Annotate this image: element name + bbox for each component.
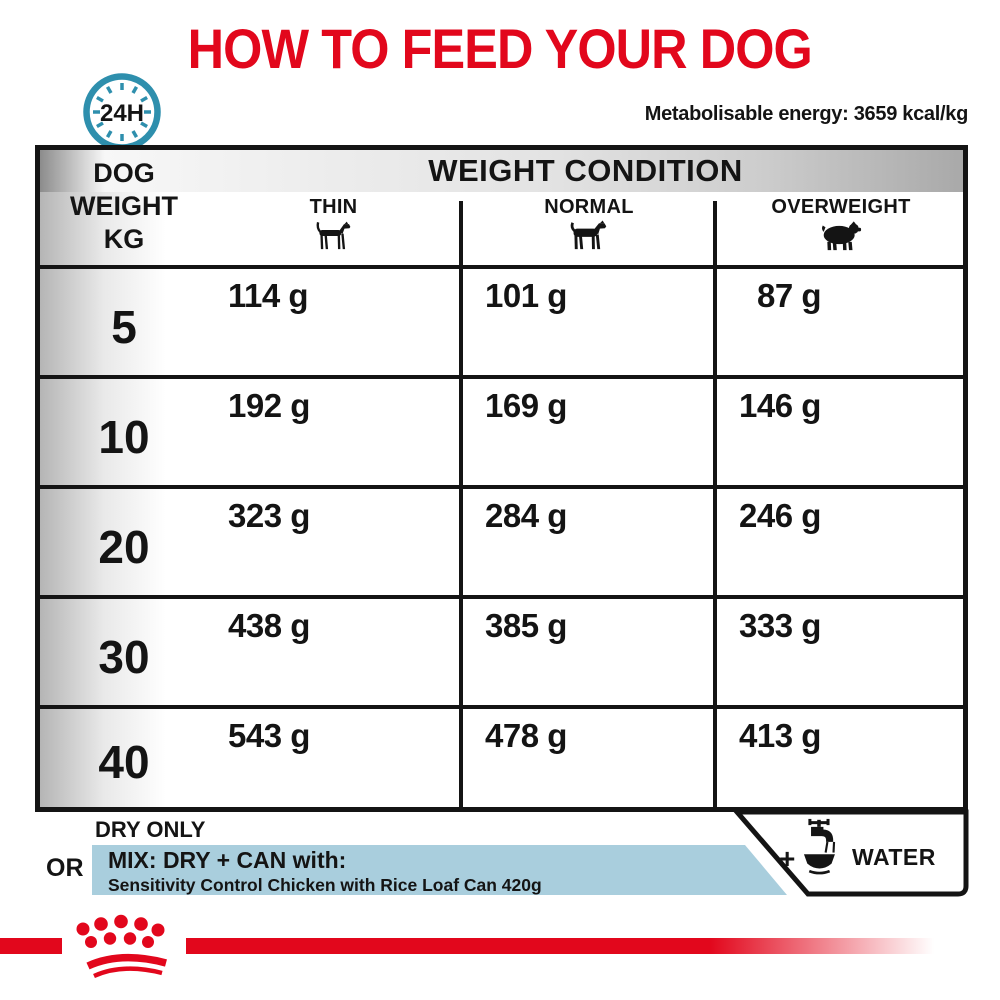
cell-value: 323 g xyxy=(228,497,310,534)
row-divider xyxy=(40,265,963,269)
cell-value: 333 g xyxy=(739,607,821,644)
cell-value: 87 g xyxy=(757,277,822,314)
row-weight-label: 5 xyxy=(111,301,137,353)
column-header-thin: THIN xyxy=(208,196,459,264)
dog-weight-kg-header: DOG WEIGHT KG xyxy=(40,157,208,256)
row-divider xyxy=(40,595,963,599)
water-tap-icon xyxy=(796,818,842,885)
metabolisable-energy-note: Metabolisable energy: 3659 kcal/kg xyxy=(644,103,969,125)
weight-condition-header: WEIGHT CONDITION xyxy=(428,153,743,188)
crown-paw-logo xyxy=(60,902,186,999)
column-header-normal: NORMAL xyxy=(463,196,715,264)
corner-line-weight: WEIGHT xyxy=(70,191,178,221)
page-title-wrap: HOW TO FEED YOUR DOG xyxy=(0,16,1000,81)
thin-label: THIN xyxy=(309,196,358,218)
row-divider xyxy=(40,705,963,709)
corner-line-dog: DOG xyxy=(93,158,155,188)
overweight-label: OVERWEIGHT xyxy=(771,196,911,218)
water-panel xyxy=(728,804,974,902)
table-header-band xyxy=(40,150,963,192)
row-weight-label: 10 xyxy=(98,411,150,463)
cell-value: 478 g xyxy=(485,717,567,754)
or-label: OR xyxy=(46,854,84,882)
row-divider xyxy=(40,375,963,379)
cell-value: 101 g xyxy=(485,277,567,314)
clock-24h-icon: 24H xyxy=(80,70,164,154)
cell-value: 146 g xyxy=(739,387,821,424)
normal-label: NORMAL xyxy=(544,196,634,218)
row-weight-label: 30 xyxy=(98,631,150,683)
row-divider xyxy=(40,485,963,489)
column-divider xyxy=(713,201,717,807)
water-label: WATER xyxy=(852,844,936,870)
cell-value: 284 g xyxy=(485,497,567,534)
row-weight-label: 20 xyxy=(98,521,150,573)
column-divider xyxy=(459,201,463,807)
thin-dog-icon xyxy=(314,220,354,256)
corner-line-kg: KG xyxy=(103,224,145,254)
cell-value: 114 g xyxy=(228,277,309,314)
mix-product-name: Sensitivity Control Chicken with Rice Lo… xyxy=(108,875,542,895)
cell-value: 385 g xyxy=(485,607,567,644)
row-weight-label: 40 xyxy=(98,736,150,788)
overweight-dog-icon xyxy=(820,220,862,256)
brand-bar xyxy=(186,938,934,954)
feeding-table: WEIGHT CONDITION DOG WEIGHT KG THIN NORM… xyxy=(35,145,968,812)
clock-24h-label: 24H xyxy=(100,100,144,127)
brand-bar-left xyxy=(0,938,62,954)
weight-column-background xyxy=(40,192,208,807)
cell-value: 543 g xyxy=(228,717,310,754)
page-title: HOW TO FEED YOUR DOG xyxy=(187,17,813,80)
plus-sign: + xyxy=(779,843,796,874)
cell-value: 413 g xyxy=(739,717,821,754)
cell-value: 169 g xyxy=(485,387,567,424)
cell-value: 438 g xyxy=(228,607,310,644)
column-header-overweight: OVERWEIGHT xyxy=(719,196,963,264)
cell-value: 246 g xyxy=(739,497,821,534)
mix-dry-can-band: MIX: DRY + CAN with: Sensitivity Control… xyxy=(92,845,787,895)
mix-label: MIX: DRY + CAN with: xyxy=(108,847,347,873)
cell-value: 192 g xyxy=(228,387,310,424)
normal-dog-icon xyxy=(569,220,609,256)
dry-only-label: DRY ONLY xyxy=(95,817,206,842)
